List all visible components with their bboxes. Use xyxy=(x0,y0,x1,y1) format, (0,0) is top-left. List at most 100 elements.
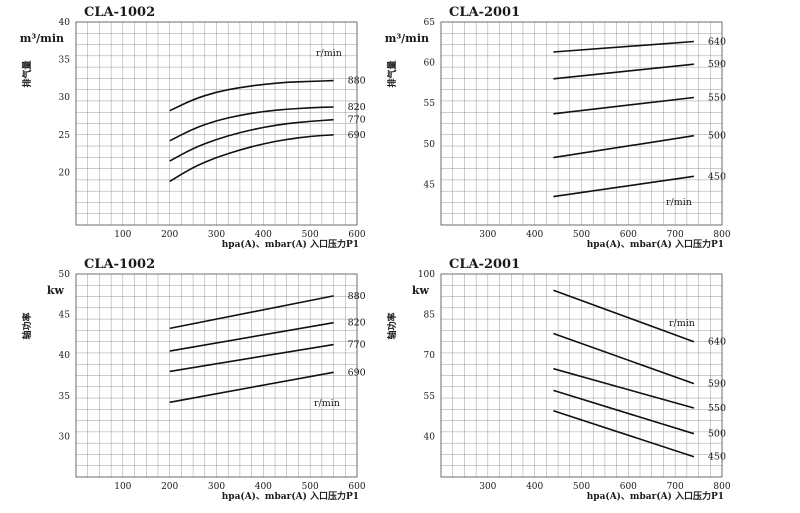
series-line-500 xyxy=(553,134,695,159)
x-tick-label: 300 xyxy=(479,482,496,492)
y-unit-label: kw xyxy=(412,284,430,297)
y-tick-label: 35 xyxy=(59,56,71,66)
series-unit-label: r/min xyxy=(316,48,342,59)
y-tick-label: 100 xyxy=(418,270,435,280)
series-label-550: 550 xyxy=(708,403,726,414)
x-tick-label: 600 xyxy=(348,482,365,492)
x-axis-label: hpa(A)、mbar(A) 入口压力P1 xyxy=(222,238,359,250)
plot-frame xyxy=(440,273,723,478)
series-line-550 xyxy=(553,367,695,409)
x-tick-label: 500 xyxy=(302,482,319,492)
x-tick-label: 400 xyxy=(526,482,543,492)
series-line-770 xyxy=(169,343,334,373)
x-tick-label: 500 xyxy=(573,230,590,240)
x-tick-label: 600 xyxy=(620,482,637,492)
chart-title: CLA-1002 xyxy=(84,257,155,272)
series-line-450 xyxy=(553,175,695,198)
series-label-880: 880 xyxy=(348,76,366,87)
chart-2: CLA-2001 m³/min 排气量 45 50 55 60 65 300 400 500 600 7… xyxy=(385,5,731,250)
y-tick-label: 50 xyxy=(424,140,436,150)
series-label-550: 550 xyxy=(708,93,726,104)
series-line-590 xyxy=(553,63,694,80)
series-unit-label: r/min xyxy=(666,197,692,208)
series-label-640: 640 xyxy=(708,337,726,348)
x-tick-label: 800 xyxy=(713,482,730,492)
x-tick-label: 400 xyxy=(255,482,272,492)
x-tick-label: 500 xyxy=(573,482,590,492)
series-label-590: 590 xyxy=(708,379,726,390)
series-label-770: 770 xyxy=(348,115,366,126)
y-unit-label: m³/min xyxy=(20,32,64,45)
series-label-500: 500 xyxy=(708,131,726,142)
x-tick-label: 400 xyxy=(255,230,272,240)
y-tick-label: 20 xyxy=(59,168,71,178)
series-line-640 xyxy=(553,289,695,343)
chart-1: CLA-1002 m³/min 排气量 20 25 30 35 40 100 200 300 400 5… xyxy=(20,5,366,250)
series-label-590: 590 xyxy=(708,59,726,70)
x-tick-label: 500 xyxy=(302,230,319,240)
series-label-450: 450 xyxy=(708,452,726,463)
plot-frame xyxy=(75,273,358,478)
chart-title: CLA-2001 xyxy=(449,5,520,20)
y-tick-label: 65 xyxy=(424,18,436,28)
series-line-820 xyxy=(169,321,334,352)
chart-4: CLA-2001 kw 轴功率 40 55 70 85 100 300 400 500 600 700 8… xyxy=(386,257,731,502)
y-tick-label: 60 xyxy=(424,59,436,69)
y-axis-label: 排气量 xyxy=(386,60,398,87)
series-line-640 xyxy=(553,40,694,53)
y-tick-label: 45 xyxy=(424,180,436,190)
x-tick-label: 200 xyxy=(161,230,178,240)
x-axis-label: hpa(A)、mbar(A) 入口压力P1 xyxy=(587,490,724,502)
x-axis-label: hpa(A)、mbar(A) 入口压力P1 xyxy=(222,490,359,502)
y-tick-label: 25 xyxy=(59,131,71,141)
y-tick-label: 35 xyxy=(59,392,71,402)
series-line-550 xyxy=(553,96,694,115)
series-unit-label: r/min xyxy=(669,318,695,329)
series-line-770 xyxy=(169,118,334,162)
plot-frame xyxy=(75,21,358,226)
y-tick-label: 40 xyxy=(424,432,436,442)
series-line-880 xyxy=(169,295,334,330)
x-tick-label: 200 xyxy=(161,482,178,492)
y-axis-label: 轴功率 xyxy=(386,312,398,339)
gridlines xyxy=(440,21,723,226)
y-tick-label: 55 xyxy=(424,392,436,402)
y-tick-label: 50 xyxy=(59,270,71,280)
y-tick-label: 40 xyxy=(59,351,71,361)
x-tick-label: 800 xyxy=(713,230,730,240)
series-label-500: 500 xyxy=(708,429,726,440)
chart-title: CLA-2001 xyxy=(449,257,520,272)
gridlines xyxy=(440,273,723,478)
x-tick-label: 300 xyxy=(479,230,496,240)
y-tick-label: 70 xyxy=(424,351,436,361)
series-line-880 xyxy=(169,79,334,112)
series-line-820 xyxy=(169,106,334,142)
y-tick-label: 55 xyxy=(424,99,436,109)
x-tick-label: 600 xyxy=(348,230,365,240)
series-label-820: 820 xyxy=(348,102,366,113)
y-tick-label: 40 xyxy=(59,18,71,28)
series-line-690 xyxy=(169,134,334,183)
x-tick-label: 600 xyxy=(620,230,637,240)
chart-3: CLA-1002 kw 轴功率 30 35 40 45 50 100 200 300 400 500 60… xyxy=(21,257,366,502)
gridlines xyxy=(75,21,358,226)
y-axis-label: 轴功率 xyxy=(21,312,33,339)
chart-title: CLA-1002 xyxy=(84,5,155,20)
series-label-690: 690 xyxy=(348,367,366,378)
x-tick-label: 100 xyxy=(114,482,131,492)
series-label-820: 820 xyxy=(348,318,366,329)
series-line-500 xyxy=(553,389,695,435)
x-tick-label: 300 xyxy=(208,230,225,240)
series-label-770: 770 xyxy=(348,340,366,351)
series-label-880: 880 xyxy=(348,291,366,302)
x-axis-label: hpa(A)、mbar(A) 入口压力P1 xyxy=(587,238,724,250)
series-label-450: 450 xyxy=(708,171,726,182)
x-tick-label: 300 xyxy=(208,482,225,492)
series-unit-label: r/min xyxy=(314,398,340,409)
y-unit-label: kw xyxy=(47,284,65,297)
x-tick-label: 700 xyxy=(667,482,684,492)
series-label-640: 640 xyxy=(708,36,726,47)
y-unit-label: m³/min xyxy=(385,32,429,45)
